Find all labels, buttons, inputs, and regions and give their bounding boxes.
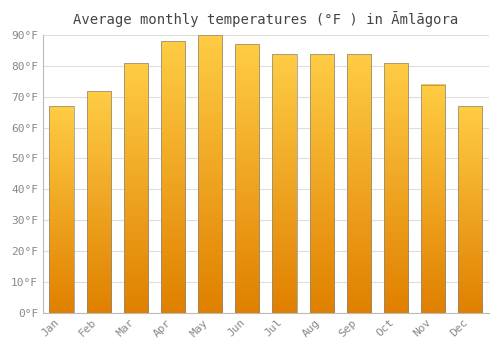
Bar: [458, 106, 482, 313]
Bar: [198, 35, 222, 313]
Bar: [310, 54, 334, 313]
Bar: [124, 63, 148, 313]
Bar: [161, 41, 185, 313]
Bar: [347, 54, 371, 313]
Bar: [50, 106, 74, 313]
Bar: [272, 54, 296, 313]
Bar: [50, 106, 74, 313]
Bar: [272, 54, 296, 313]
Bar: [384, 63, 408, 313]
Title: Average monthly temperatures (°F ) in Āmlāgora: Average monthly temperatures (°F ) in Ām…: [74, 11, 458, 27]
Bar: [198, 35, 222, 313]
Bar: [124, 63, 148, 313]
Bar: [161, 41, 185, 313]
Bar: [384, 63, 408, 313]
Bar: [86, 91, 111, 313]
Bar: [236, 44, 260, 313]
Bar: [310, 54, 334, 313]
Bar: [458, 106, 482, 313]
Bar: [421, 84, 445, 313]
Bar: [86, 91, 111, 313]
Bar: [236, 44, 260, 313]
Bar: [347, 54, 371, 313]
Bar: [421, 84, 445, 313]
